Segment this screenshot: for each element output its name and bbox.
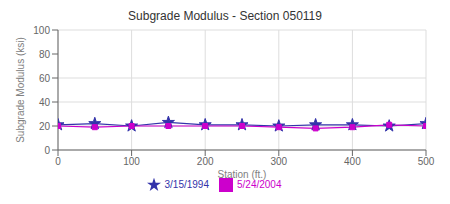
svg-text:0: 0 — [55, 156, 61, 167]
svg-text:0: 0 — [44, 145, 50, 156]
svg-text:400: 400 — [344, 156, 361, 167]
svg-text:Station (ft.): Station (ft.) — [218, 169, 267, 180]
svg-text:80: 80 — [39, 49, 51, 60]
svg-text:100: 100 — [33, 25, 50, 36]
html-text:Subgrade Modulus - Section 050: Subgrade Modulus - Section 050119 — [128, 9, 322, 23]
svg-text:40: 40 — [39, 97, 51, 108]
svg-text:200: 200 — [197, 156, 214, 167]
svg-text:20: 20 — [39, 121, 51, 132]
svg-text:500: 500 — [418, 156, 435, 167]
svg-text:Subgrade Modulus (ksi): Subgrade Modulus (ksi) — [15, 37, 26, 143]
html-text:3/15/1994: 3/15/1994 — [164, 178, 209, 190]
svg-text:300: 300 — [270, 156, 287, 167]
svg-text:60: 60 — [39, 73, 51, 84]
svg-text:100: 100 — [123, 156, 140, 167]
html-text:5/24/2004: 5/24/2004 — [237, 178, 282, 190]
